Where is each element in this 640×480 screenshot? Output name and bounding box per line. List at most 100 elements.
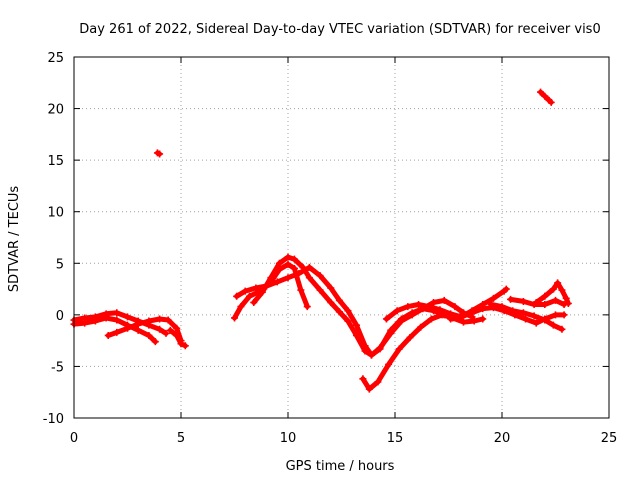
data-point	[451, 303, 459, 311]
x-tick-label: 0	[70, 431, 78, 446]
data-point	[113, 309, 121, 317]
series-isolated-2	[537, 88, 555, 106]
data-point	[502, 285, 510, 293]
data-point	[145, 317, 153, 325]
data-point	[284, 260, 292, 268]
data-point	[440, 296, 448, 304]
data-point	[231, 314, 238, 322]
data-point	[344, 307, 352, 315]
data-point	[519, 309, 527, 317]
data-point	[560, 311, 568, 319]
data-point	[275, 259, 283, 267]
data-point	[166, 326, 174, 334]
plot-frame	[73, 56, 610, 419]
data-point	[316, 272, 324, 280]
data-point	[489, 294, 497, 302]
data-point	[376, 344, 384, 352]
data-point	[385, 360, 393, 368]
data-point	[509, 307, 517, 315]
data-point	[241, 287, 249, 295]
data-point	[382, 315, 390, 323]
data-point	[245, 292, 253, 300]
data-point	[305, 274, 313, 282]
data-point	[541, 292, 549, 300]
data-point	[552, 311, 559, 319]
data-point	[530, 312, 538, 320]
series-track-11	[487, 301, 566, 333]
data-point	[91, 317, 99, 325]
data-point	[558, 325, 566, 333]
x-tick-label: 25	[601, 431, 618, 446]
series-track	[360, 312, 486, 392]
data-point	[365, 385, 373, 393]
data-point	[537, 88, 545, 96]
data-point	[532, 298, 540, 306]
series-track	[71, 310, 169, 336]
y-axis-label: SDTVAR / TECUs	[7, 186, 22, 293]
data-point	[470, 317, 478, 325]
data-point	[156, 150, 164, 158]
data-point	[361, 347, 369, 355]
data-point	[233, 292, 241, 300]
data-point	[295, 270, 303, 278]
data-point	[519, 297, 527, 305]
data-point	[173, 324, 181, 332]
data-point	[297, 286, 305, 294]
data-point	[387, 329, 395, 337]
data-point	[552, 296, 559, 304]
data-point	[81, 319, 89, 327]
data-point	[145, 331, 153, 339]
data-point	[430, 298, 438, 306]
data-point	[447, 315, 455, 323]
data-point	[547, 98, 555, 106]
series-track-9	[382, 285, 510, 323]
x-tick-label: 20	[494, 431, 511, 446]
data-point	[284, 274, 292, 282]
data-point	[250, 298, 258, 306]
data-point	[417, 323, 425, 331]
data-point	[156, 315, 164, 323]
data-point	[335, 308, 343, 316]
axis-ticks	[73, 56, 610, 419]
data-point	[327, 298, 335, 306]
series-track-4	[166, 326, 189, 350]
data-point	[498, 303, 506, 311]
data-point	[393, 307, 401, 315]
data-point	[406, 334, 414, 342]
data-point	[335, 296, 343, 304]
data-point	[541, 316, 549, 324]
data-point	[532, 319, 540, 327]
y-tick-label: 10	[47, 206, 64, 221]
data-point	[156, 325, 164, 333]
data-point	[181, 342, 189, 350]
data-point	[273, 278, 281, 286]
data-point	[479, 305, 487, 313]
data-point	[305, 263, 313, 271]
x-tick-label: 15	[387, 431, 404, 446]
data-point	[415, 301, 423, 309]
data-point	[124, 324, 131, 332]
data-point	[374, 378, 382, 386]
data-point	[303, 303, 311, 311]
data-point	[102, 314, 110, 322]
y-tick-label: -10	[43, 412, 64, 427]
data-point	[162, 329, 170, 337]
series-isolated-1	[153, 149, 164, 158]
data-point	[113, 316, 121, 324]
data-point	[327, 284, 335, 292]
data-point	[177, 340, 185, 348]
y-tick-label: 0	[56, 309, 64, 324]
data-point	[564, 300, 572, 308]
data-point	[507, 295, 515, 303]
data-point	[427, 315, 435, 323]
chart-title: Day 261 of 2022, Sidereal Day-to-day VTE…	[79, 22, 600, 37]
data-point	[468, 309, 476, 317]
data-point	[134, 320, 142, 328]
series-track	[232, 261, 310, 321]
data-point	[457, 313, 465, 321]
data-point	[487, 301, 495, 309]
data-point	[459, 318, 467, 326]
series-track-13	[532, 279, 572, 308]
data-point	[367, 351, 375, 359]
